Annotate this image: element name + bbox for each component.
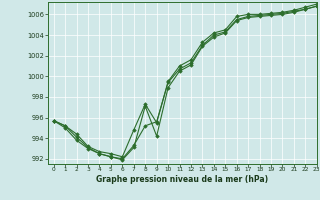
X-axis label: Graphe pression niveau de la mer (hPa): Graphe pression niveau de la mer (hPa) — [96, 175, 268, 184]
